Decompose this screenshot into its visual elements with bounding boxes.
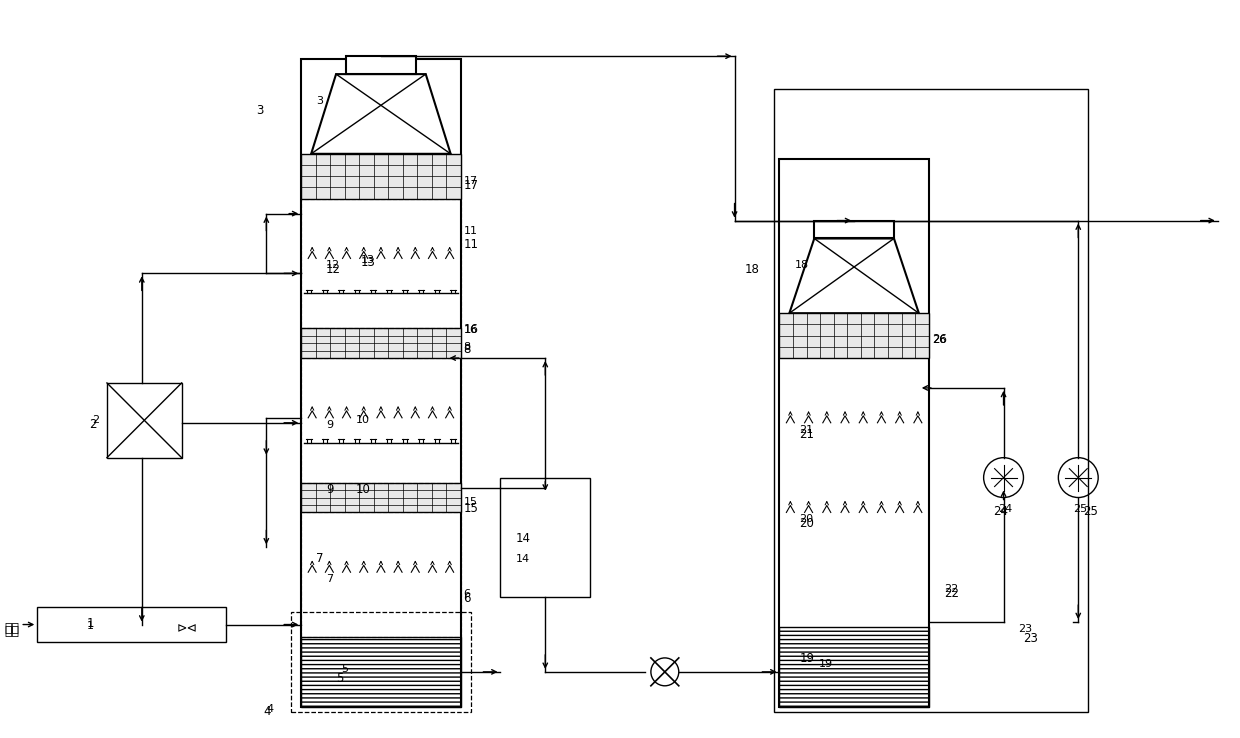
Text: 10: 10	[356, 415, 370, 425]
Text: 2: 2	[89, 418, 97, 431]
Bar	[37, 607, 227, 642]
Text: 11: 11	[464, 226, 477, 235]
Text: 5: 5	[341, 664, 348, 674]
Text: 12: 12	[326, 263, 341, 276]
Text: 9: 9	[326, 420, 334, 430]
Text: 16: 16	[464, 325, 477, 335]
Text: 23: 23	[1023, 632, 1038, 645]
Text: 6: 6	[464, 589, 471, 599]
Text: 14: 14	[516, 532, 531, 545]
Text: 13: 13	[361, 256, 376, 269]
Text: 8: 8	[464, 343, 471, 356]
Bar	[301, 512, 460, 637]
Text: 4: 4	[263, 705, 270, 717]
Text: 7: 7	[316, 552, 324, 565]
Text: 3: 3	[257, 104, 264, 117]
Bar	[301, 637, 460, 707]
Text: 19: 19	[800, 652, 815, 665]
Bar	[346, 56, 415, 74]
Text: 14: 14	[516, 554, 529, 565]
Bar	[501, 477, 590, 597]
Text: 7: 7	[326, 574, 334, 584]
Text: 5: 5	[336, 672, 343, 685]
Text: 15: 15	[464, 497, 477, 508]
Text: 烟气: 烟气	[4, 625, 20, 638]
Text: 18: 18	[744, 263, 759, 276]
Bar	[780, 627, 929, 707]
Text: 25: 25	[1084, 506, 1099, 519]
Text: 26: 26	[931, 335, 946, 345]
Text: 12: 12	[326, 261, 340, 270]
Bar	[291, 612, 470, 711]
Bar	[815, 221, 894, 238]
Text: 2: 2	[92, 415, 99, 425]
Text: 8: 8	[464, 342, 471, 352]
Text: 22: 22	[944, 584, 959, 594]
Text: 22: 22	[944, 587, 959, 600]
Bar	[107, 383, 181, 458]
Bar	[301, 358, 460, 483]
Text: 25: 25	[1074, 505, 1087, 514]
Bar	[301, 483, 460, 512]
Bar	[780, 313, 929, 358]
Text: 烟气: 烟气	[4, 622, 20, 635]
Text: 6: 6	[464, 592, 471, 605]
Text: 26: 26	[931, 333, 947, 346]
Text: 15: 15	[464, 503, 479, 515]
Text: 19: 19	[820, 659, 833, 669]
Text: 3: 3	[316, 96, 324, 106]
Text: 17: 17	[464, 179, 479, 192]
Text: 23: 23	[1018, 624, 1033, 634]
Text: 20: 20	[800, 517, 815, 531]
Text: 16: 16	[464, 323, 479, 336]
Bar	[301, 59, 460, 707]
Text: 13: 13	[361, 255, 374, 266]
Text: 10: 10	[356, 483, 371, 495]
Text: 4: 4	[267, 704, 274, 714]
Text: 21: 21	[800, 428, 815, 441]
Bar	[301, 199, 460, 328]
Text: 20: 20	[800, 514, 813, 525]
Text: 24: 24	[998, 505, 1013, 514]
Text: 1: 1	[87, 621, 94, 631]
Bar	[301, 328, 460, 358]
Bar	[301, 154, 460, 199]
Text: 11: 11	[464, 238, 479, 252]
Text: 24: 24	[993, 506, 1008, 519]
Text: ⊳⊲: ⊳⊲	[176, 622, 197, 635]
Text: 1: 1	[87, 617, 94, 630]
Text: 18: 18	[795, 261, 808, 270]
Bar	[780, 159, 929, 707]
Bar	[775, 89, 1089, 711]
Text: 21: 21	[800, 425, 813, 435]
Text: 17: 17	[464, 176, 477, 186]
Text: 9: 9	[326, 483, 334, 495]
